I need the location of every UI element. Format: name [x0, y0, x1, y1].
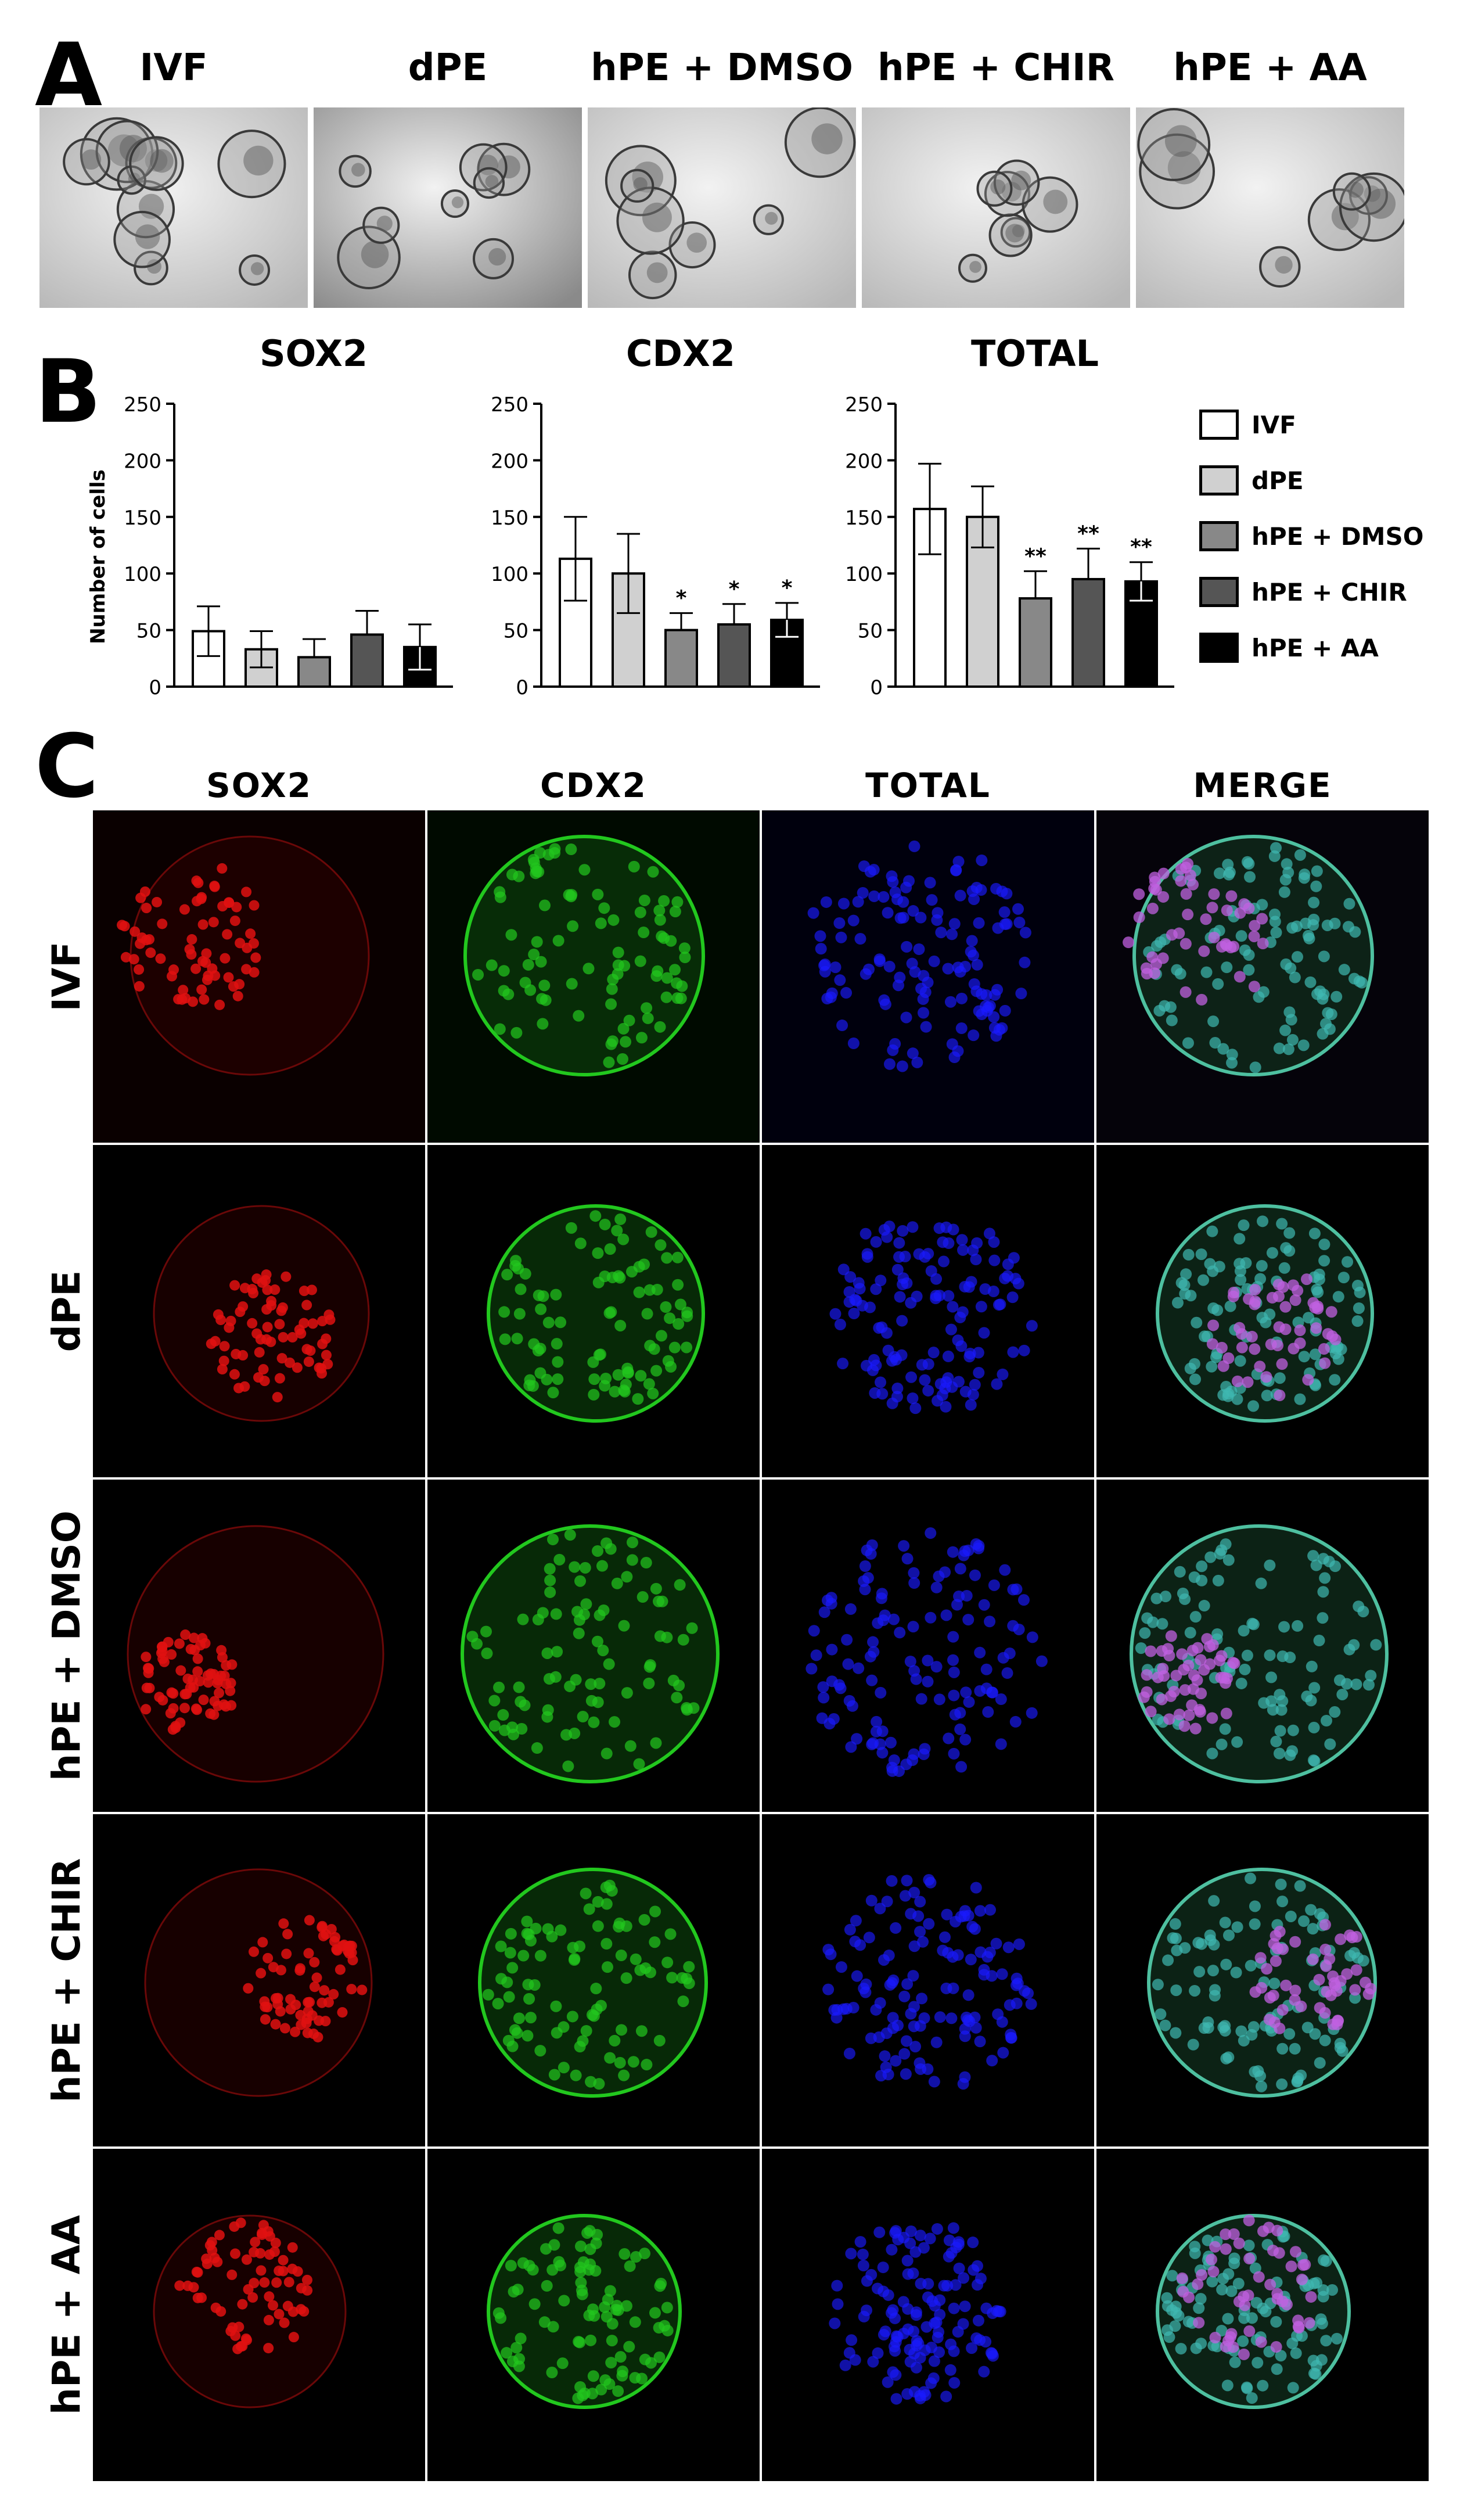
panel-a-header-hpe-dmso: hPE + DMSO: [591, 46, 853, 89]
y-tick-label: 50: [136, 620, 161, 643]
significance-label: **: [1077, 522, 1099, 545]
image-hpe-dmso-sox2: [93, 1480, 425, 1812]
chart-title-cdx2: CDX2: [626, 332, 735, 375]
legend-label: dPE: [1252, 466, 1304, 495]
bar-hpe-dmso: [664, 629, 698, 688]
image-hpe-chir-merge: [1096, 1814, 1429, 2146]
brightfield-image-hpe-aa: [1136, 107, 1404, 308]
brightfield-image-hpe-dmso: [588, 107, 856, 308]
y-tick-label: 200: [124, 450, 161, 473]
significance-label: **: [1130, 536, 1152, 559]
y-tick-label: 250: [491, 393, 528, 417]
y-tick-label: 0: [149, 676, 161, 699]
column-header-cdx2: CDX2: [540, 766, 647, 805]
image-hpe-aa-merge: [1096, 2149, 1429, 2481]
row-header-hpe-aa: hPE + AA: [44, 2215, 89, 2415]
y-tick-label: 50: [858, 620, 883, 643]
image-hpe-chir-cdx2: [427, 1814, 760, 2146]
image-hpe-dmso-merge: [1096, 1480, 1429, 1812]
bar-charts: SOX2 0 50 100 150 200 250 Number of cells CDX2 0 5…: [87, 332, 1174, 699]
legend-item-hpe-aa: hPE + AA: [1199, 633, 1379, 663]
image-dpe-total: [762, 1145, 1094, 1477]
bar-hpe-chir: [1071, 577, 1105, 688]
significance-label: *: [676, 586, 687, 610]
bar-chart-cdx2: CDX2 0 50 100 150 200 250 * * *: [491, 332, 820, 699]
image-hpe-aa-sox2: [93, 2149, 425, 2481]
legend-item-dpe: dPE: [1199, 465, 1304, 496]
image-ivf-sox2: [93, 810, 425, 1143]
image-ivf-merge: [1096, 810, 1429, 1143]
legend-label: hPE + AA: [1252, 633, 1379, 662]
bar-hpe-dmso: [297, 656, 331, 688]
bar-hpe-dmso: [1019, 597, 1052, 688]
legend-label: hPE + CHIR: [1252, 577, 1407, 606]
column-header-merge: MERGE: [1193, 766, 1332, 805]
bar-hpe-chir: [350, 633, 384, 688]
panel-a-header-dpe: dPE: [408, 46, 488, 89]
panel-a-letter: A: [35, 25, 103, 126]
y-tick-label: 50: [504, 620, 528, 643]
y-tick-label: 200: [845, 450, 883, 473]
panel-a-header-hpe-chir: hPE + CHIR: [878, 46, 1114, 89]
row-header-ivf: IVF: [44, 941, 89, 1012]
y-axis-label: Number of cells: [87, 469, 110, 644]
image-hpe-dmso-cdx2: [427, 1480, 760, 1812]
bar-chart-sox2: SOX2 0 50 100 150 200 250 Number of cells: [87, 332, 453, 699]
row-header-dpe: dPE: [44, 1270, 89, 1352]
image-hpe-aa-cdx2: [427, 2149, 760, 2481]
brightfield-image-ivf: [39, 107, 308, 308]
legend-label: hPE + DMSO: [1252, 522, 1424, 551]
panel-a-header-ivf: IVF: [139, 46, 208, 89]
image-dpe-merge: [1096, 1145, 1429, 1477]
significance-label: *: [782, 576, 793, 600]
column-header-sox2: SOX2: [206, 766, 312, 805]
y-tick-label: 150: [491, 507, 528, 530]
legend-swatch: [1199, 577, 1239, 607]
y-tick-label: 0: [870, 676, 883, 699]
image-ivf-cdx2: [427, 810, 760, 1143]
panel-a-header-hpe-aa: hPE + AA: [1173, 46, 1367, 89]
y-tick-label: 100: [491, 563, 528, 586]
y-tick-label: 250: [845, 393, 883, 417]
legend-swatch: [1199, 521, 1239, 551]
brightfield-image-hpe-chir: [862, 107, 1130, 308]
y-tick-label: 250: [124, 393, 161, 417]
row-header-hpe-chir: hPE + CHIR: [44, 1858, 89, 2103]
legend-item-hpe-dmso: hPE + DMSO: [1199, 521, 1423, 551]
y-tick-label: 150: [845, 507, 883, 530]
row-header-hpe-dmso: hPE + DMSO: [44, 1510, 89, 1781]
image-hpe-chir-total: [762, 1814, 1094, 2146]
legend-swatch: [1199, 410, 1239, 440]
brightfield-image-dpe: [314, 107, 582, 308]
chart-title-total: TOTAL: [971, 332, 1099, 375]
image-hpe-chir-sox2: [93, 1814, 425, 2146]
image-hpe-dmso-total: [762, 1480, 1094, 1812]
y-tick-label: 200: [491, 450, 528, 473]
y-tick-label: 150: [124, 507, 161, 530]
panel-c-letter: C: [35, 716, 99, 817]
legend-swatch: [1199, 633, 1239, 663]
bar-hpe-chir: [717, 623, 751, 688]
legend-item-hpe-chir: hPE + CHIR: [1199, 577, 1407, 607]
bar-hpe-aa: [770, 619, 804, 688]
image-ivf-total: [762, 810, 1094, 1143]
column-header-total: TOTAL: [865, 766, 991, 805]
bar-chart-total: TOTAL 0 50 100 150 200 250 ** ** **: [845, 332, 1174, 699]
y-tick-label: 0: [516, 676, 528, 699]
image-dpe-cdx2: [427, 1145, 760, 1477]
panel-b-letter: B: [35, 342, 102, 443]
significance-label: *: [729, 577, 740, 601]
image-hpe-aa-total: [762, 2149, 1094, 2481]
legend-item-ivf: IVF: [1199, 410, 1296, 440]
significance-label: **: [1024, 544, 1047, 568]
image-dpe-sox2: [93, 1145, 425, 1477]
y-tick-label: 100: [845, 563, 883, 586]
legend-swatch: [1199, 465, 1239, 496]
legend-label: IVF: [1252, 410, 1296, 439]
chart-title-sox2: SOX2: [260, 332, 368, 375]
y-tick-label: 100: [124, 563, 161, 586]
